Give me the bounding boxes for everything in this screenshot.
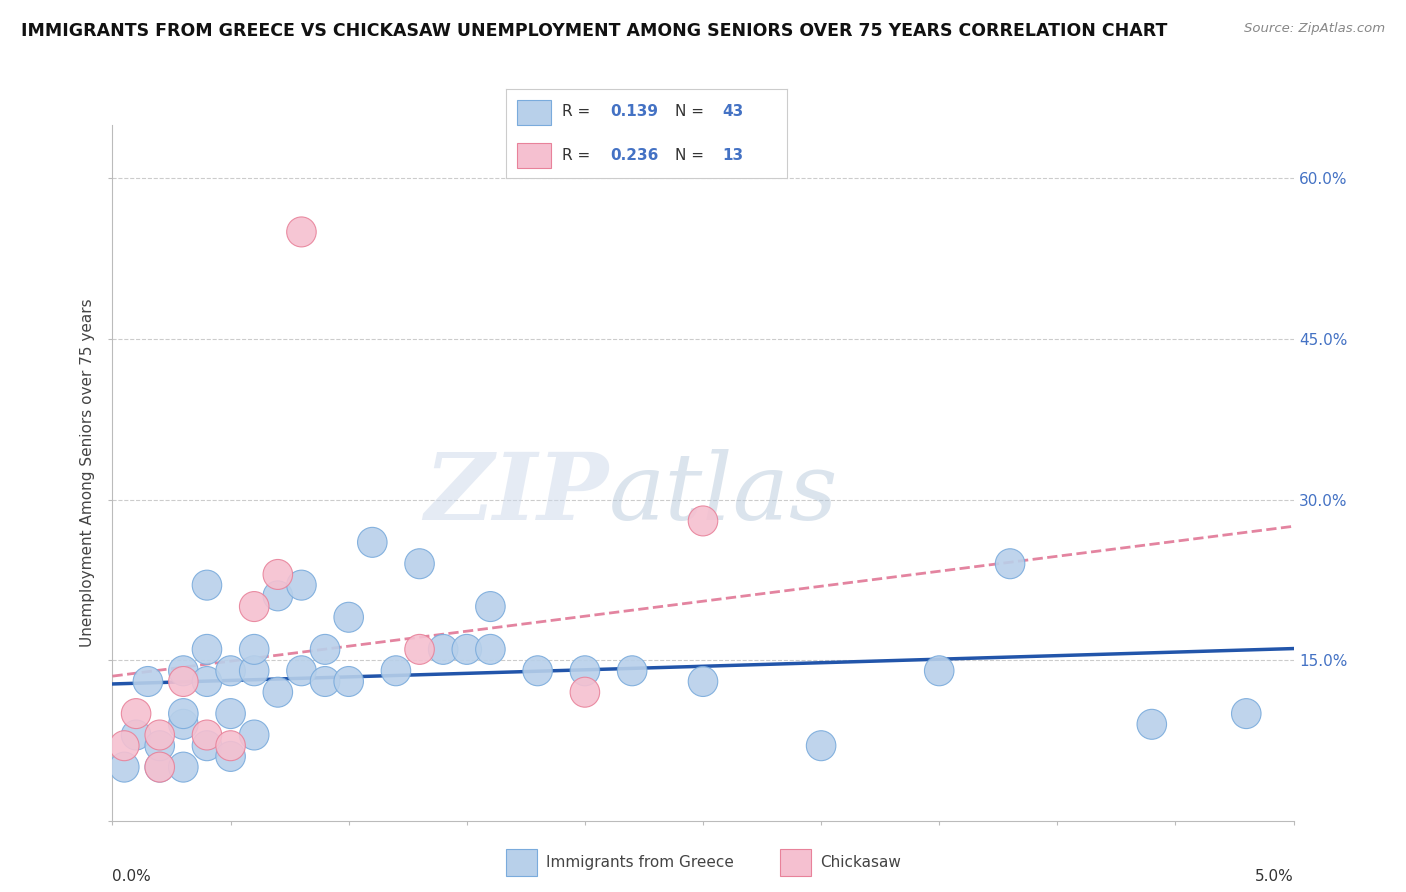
- Y-axis label: Unemployment Among Seniors over 75 years: Unemployment Among Seniors over 75 years: [80, 299, 96, 647]
- Ellipse shape: [263, 581, 292, 611]
- Text: R =: R =: [562, 104, 596, 120]
- Ellipse shape: [263, 559, 292, 590]
- Ellipse shape: [239, 656, 269, 686]
- Ellipse shape: [689, 666, 718, 697]
- Bar: [517, 100, 551, 125]
- Ellipse shape: [617, 656, 647, 686]
- Ellipse shape: [121, 698, 150, 729]
- Ellipse shape: [193, 634, 222, 665]
- Ellipse shape: [217, 656, 246, 686]
- Text: ZIP: ZIP: [425, 449, 609, 539]
- Ellipse shape: [569, 677, 599, 707]
- Ellipse shape: [689, 506, 718, 536]
- Ellipse shape: [193, 731, 222, 761]
- Ellipse shape: [311, 666, 340, 697]
- Ellipse shape: [311, 634, 340, 665]
- Ellipse shape: [145, 720, 174, 750]
- Ellipse shape: [335, 602, 363, 632]
- Ellipse shape: [569, 656, 599, 686]
- Ellipse shape: [217, 731, 246, 761]
- Ellipse shape: [121, 720, 150, 750]
- Ellipse shape: [806, 731, 835, 761]
- Text: Chickasaw: Chickasaw: [820, 855, 901, 870]
- Ellipse shape: [239, 591, 269, 622]
- Ellipse shape: [287, 217, 316, 247]
- Ellipse shape: [110, 752, 139, 782]
- Ellipse shape: [1137, 709, 1167, 739]
- Ellipse shape: [357, 527, 387, 558]
- Bar: [517, 143, 551, 168]
- Text: Source: ZipAtlas.com: Source: ZipAtlas.com: [1244, 22, 1385, 36]
- Ellipse shape: [429, 634, 458, 665]
- Ellipse shape: [263, 677, 292, 707]
- Text: 5.0%: 5.0%: [1254, 870, 1294, 884]
- Ellipse shape: [287, 656, 316, 686]
- Ellipse shape: [239, 720, 269, 750]
- Text: N =: N =: [675, 104, 709, 120]
- Ellipse shape: [995, 549, 1025, 579]
- Ellipse shape: [405, 634, 434, 665]
- Ellipse shape: [217, 698, 246, 729]
- Ellipse shape: [193, 666, 222, 697]
- Ellipse shape: [453, 634, 481, 665]
- Text: 0.0%: 0.0%: [112, 870, 152, 884]
- Text: N =: N =: [675, 148, 709, 162]
- Ellipse shape: [134, 666, 163, 697]
- Text: R =: R =: [562, 148, 596, 162]
- Ellipse shape: [169, 656, 198, 686]
- Ellipse shape: [925, 656, 955, 686]
- Text: 43: 43: [723, 104, 744, 120]
- Ellipse shape: [110, 731, 139, 761]
- Ellipse shape: [523, 656, 553, 686]
- Ellipse shape: [145, 731, 174, 761]
- Ellipse shape: [169, 752, 198, 782]
- Ellipse shape: [145, 752, 174, 782]
- Ellipse shape: [169, 709, 198, 739]
- Text: 0.236: 0.236: [610, 148, 658, 162]
- Ellipse shape: [169, 666, 198, 697]
- Ellipse shape: [193, 570, 222, 600]
- Ellipse shape: [193, 720, 222, 750]
- Text: IMMIGRANTS FROM GREECE VS CHICKASAW UNEMPLOYMENT AMONG SENIORS OVER 75 YEARS COR: IMMIGRANTS FROM GREECE VS CHICKASAW UNEM…: [21, 22, 1167, 40]
- Text: 0.139: 0.139: [610, 104, 658, 120]
- Ellipse shape: [287, 570, 316, 600]
- Ellipse shape: [145, 752, 174, 782]
- Ellipse shape: [381, 656, 411, 686]
- Ellipse shape: [335, 666, 363, 697]
- Ellipse shape: [169, 698, 198, 729]
- Text: Immigrants from Greece: Immigrants from Greece: [546, 855, 734, 870]
- Ellipse shape: [1232, 698, 1261, 729]
- Ellipse shape: [405, 549, 434, 579]
- Ellipse shape: [475, 634, 505, 665]
- Ellipse shape: [239, 634, 269, 665]
- Ellipse shape: [217, 741, 246, 772]
- Text: atlas: atlas: [609, 449, 838, 539]
- Text: 13: 13: [723, 148, 744, 162]
- Ellipse shape: [475, 591, 505, 622]
